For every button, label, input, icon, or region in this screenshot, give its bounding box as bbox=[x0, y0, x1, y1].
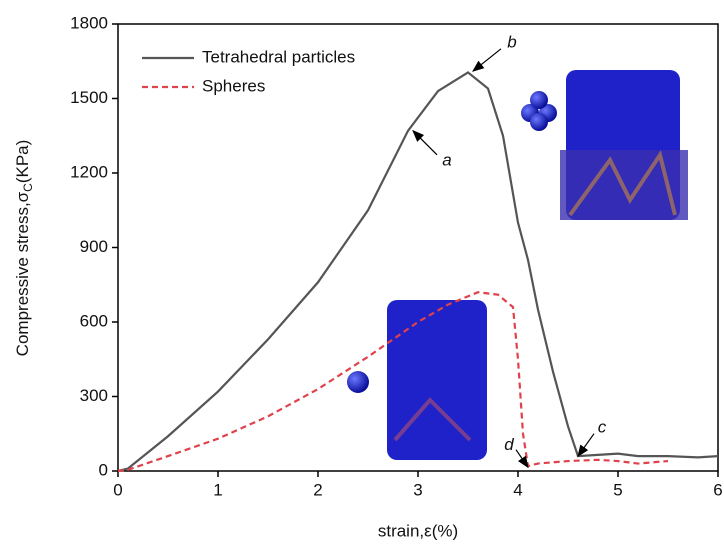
series-line bbox=[117, 291, 669, 473]
x-tick-label: 4 bbox=[513, 480, 522, 499]
inset-spheres bbox=[347, 300, 487, 460]
annotation-label: c bbox=[598, 418, 607, 437]
x-tick-label: 6 bbox=[713, 480, 722, 499]
annotation-label: a bbox=[442, 150, 451, 169]
legend-label: Tetrahedral particles bbox=[202, 47, 355, 66]
y-tick-label: 600 bbox=[80, 311, 108, 330]
legend-label: Spheres bbox=[202, 76, 265, 95]
annotation-label: d bbox=[504, 435, 514, 454]
y-tick-label: 900 bbox=[80, 237, 108, 256]
y-axis-label: Compressive stress,σC(KPa) bbox=[13, 140, 35, 357]
x-tick-label: 2 bbox=[313, 480, 322, 499]
annotation-arrow bbox=[577, 433, 595, 458]
y-tick-label: 300 bbox=[80, 386, 108, 405]
inset-tetrahedral bbox=[521, 70, 688, 220]
y-tick-label: 1500 bbox=[70, 88, 108, 107]
y-tick-label: 1200 bbox=[70, 162, 108, 181]
series-line bbox=[117, 71, 719, 473]
y-tick-label: 1800 bbox=[70, 13, 108, 32]
annotation-arrow bbox=[412, 129, 438, 156]
x-tick-label: 5 bbox=[613, 480, 622, 499]
x-axis-label: strain,ε(%) bbox=[378, 521, 458, 540]
annotation-arrow bbox=[515, 449, 529, 469]
annotation-arrow bbox=[472, 48, 502, 72]
annotation-label: b bbox=[507, 33, 516, 52]
y-tick-label: 0 bbox=[99, 460, 108, 479]
x-tick-label: 0 bbox=[113, 480, 122, 499]
x-tick-label: 1 bbox=[213, 480, 222, 499]
x-tick-label: 3 bbox=[413, 480, 422, 499]
